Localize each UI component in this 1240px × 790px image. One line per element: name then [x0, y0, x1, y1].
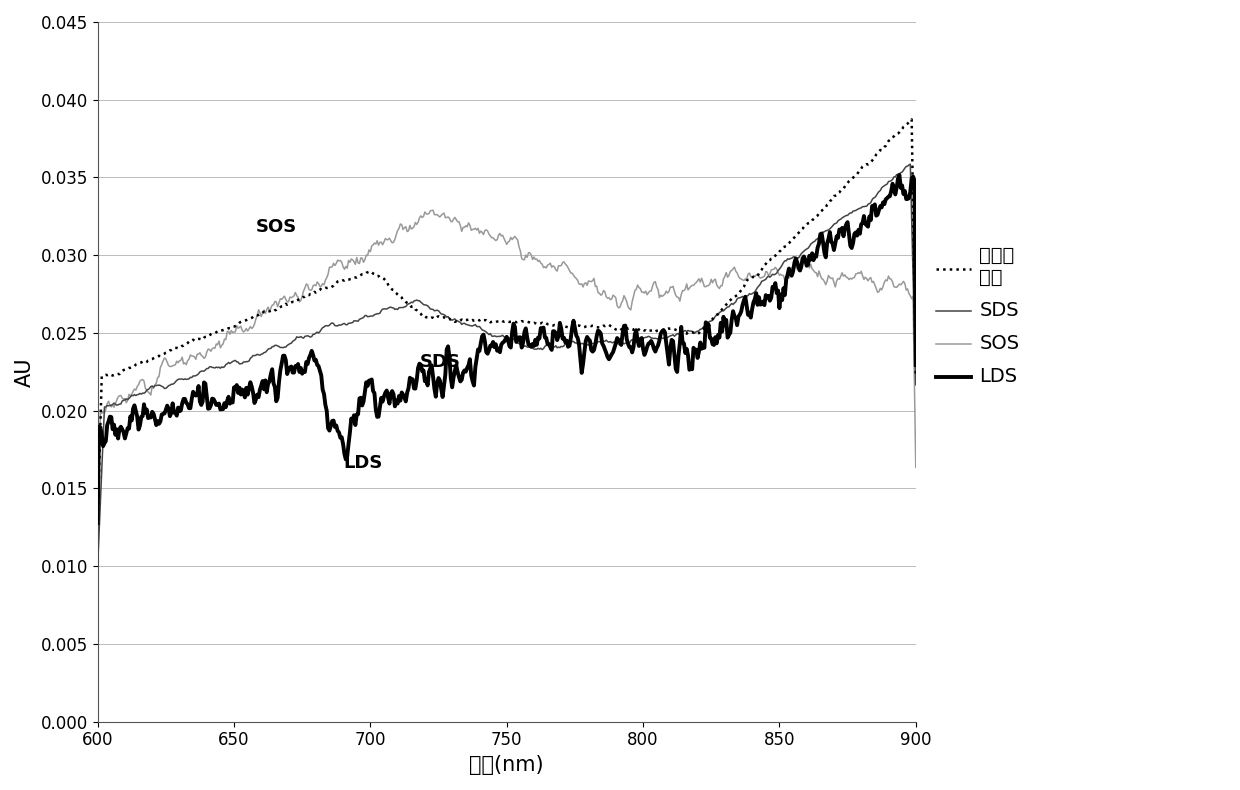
- Text: LDS: LDS: [343, 454, 382, 472]
- Text: SOS: SOS: [255, 218, 298, 236]
- X-axis label: 波长(nm): 波长(nm): [470, 755, 544, 775]
- Legend: 仅抗坏
血酸, SDS, SOS, LDS: 仅抗坏 血酸, SDS, SOS, LDS: [931, 240, 1025, 391]
- Y-axis label: AU: AU: [15, 357, 35, 386]
- Text: SDS: SDS: [419, 353, 460, 371]
